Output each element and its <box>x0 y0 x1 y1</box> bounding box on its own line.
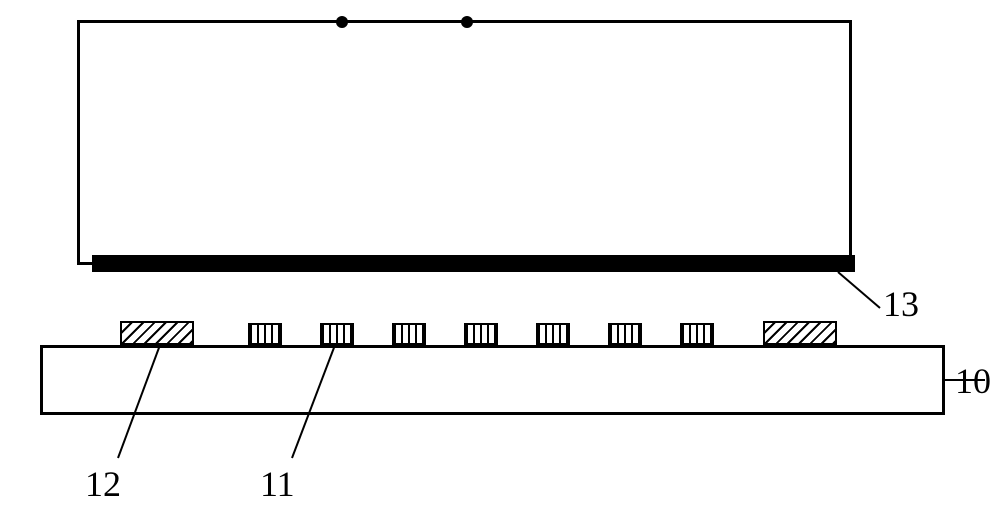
diagram-container: 13 10 12 11 <box>0 0 1000 520</box>
label-10: 10 <box>955 360 991 402</box>
label-12: 12 <box>85 463 121 505</box>
leader-line-11 <box>0 0 1000 520</box>
label-11: 11 <box>260 463 295 505</box>
label-13: 13 <box>883 283 919 325</box>
